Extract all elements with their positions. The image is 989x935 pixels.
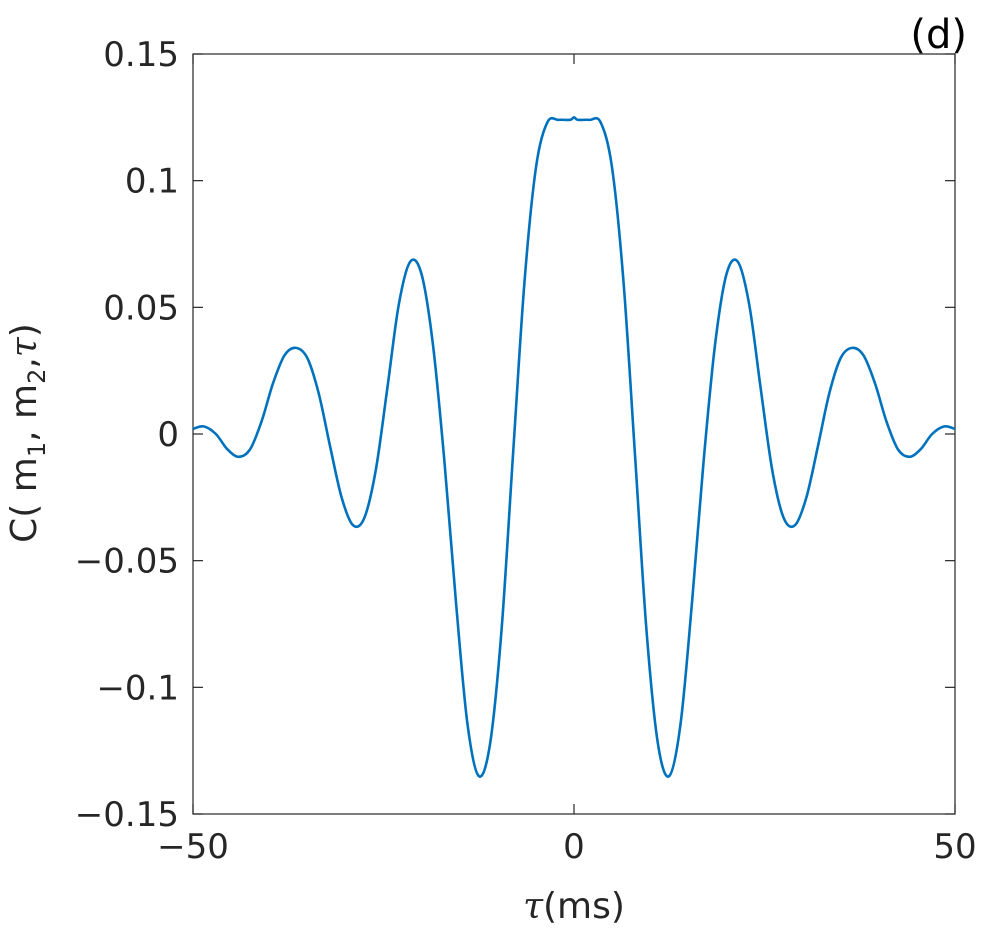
x-axis-label: τ(ms) <box>523 886 625 927</box>
y-axis-label-close: ) <box>4 323 45 337</box>
y-tick-labels: 0.15 0.1 0.05 0 −0.05 −0.1 −0.15 <box>75 35 179 835</box>
panel-label: (d) <box>910 12 967 58</box>
x-tick-label: 0 <box>563 827 585 867</box>
x-axis-label-symbol: τ <box>523 886 544 927</box>
y-tick-label: 0 <box>157 415 179 455</box>
axis-ticks <box>192 53 956 815</box>
y-axis-label-sub2: 2 <box>23 369 51 384</box>
x-tick-label: −50 <box>157 827 229 867</box>
y-axis-label: C( m1, m2,τ) <box>4 323 51 543</box>
y-tick-label: −0.1 <box>96 668 179 708</box>
x-tick-label: 50 <box>933 827 976 867</box>
y-tick-label: 0.1 <box>125 162 179 202</box>
series-line <box>192 116 956 778</box>
y-axis-label-sep: , <box>4 357 45 368</box>
y-axis-label-sub1: 1 <box>23 442 51 457</box>
y-tick-label: 0.15 <box>103 35 179 75</box>
plot-frame <box>192 53 956 815</box>
y-axis-label-open: C( m <box>4 457 45 543</box>
y-tick-label: −0.05 <box>75 542 179 582</box>
y-axis-label-mid: , m <box>4 384 45 442</box>
y-tick-label: −0.15 <box>75 795 179 835</box>
y-tick-label: 0.05 <box>103 288 179 328</box>
y-axis-label-symbol: τ <box>4 336 45 357</box>
x-axis-label-unit: (ms) <box>543 886 625 927</box>
x-tick-labels: −50 0 50 <box>157 827 977 867</box>
